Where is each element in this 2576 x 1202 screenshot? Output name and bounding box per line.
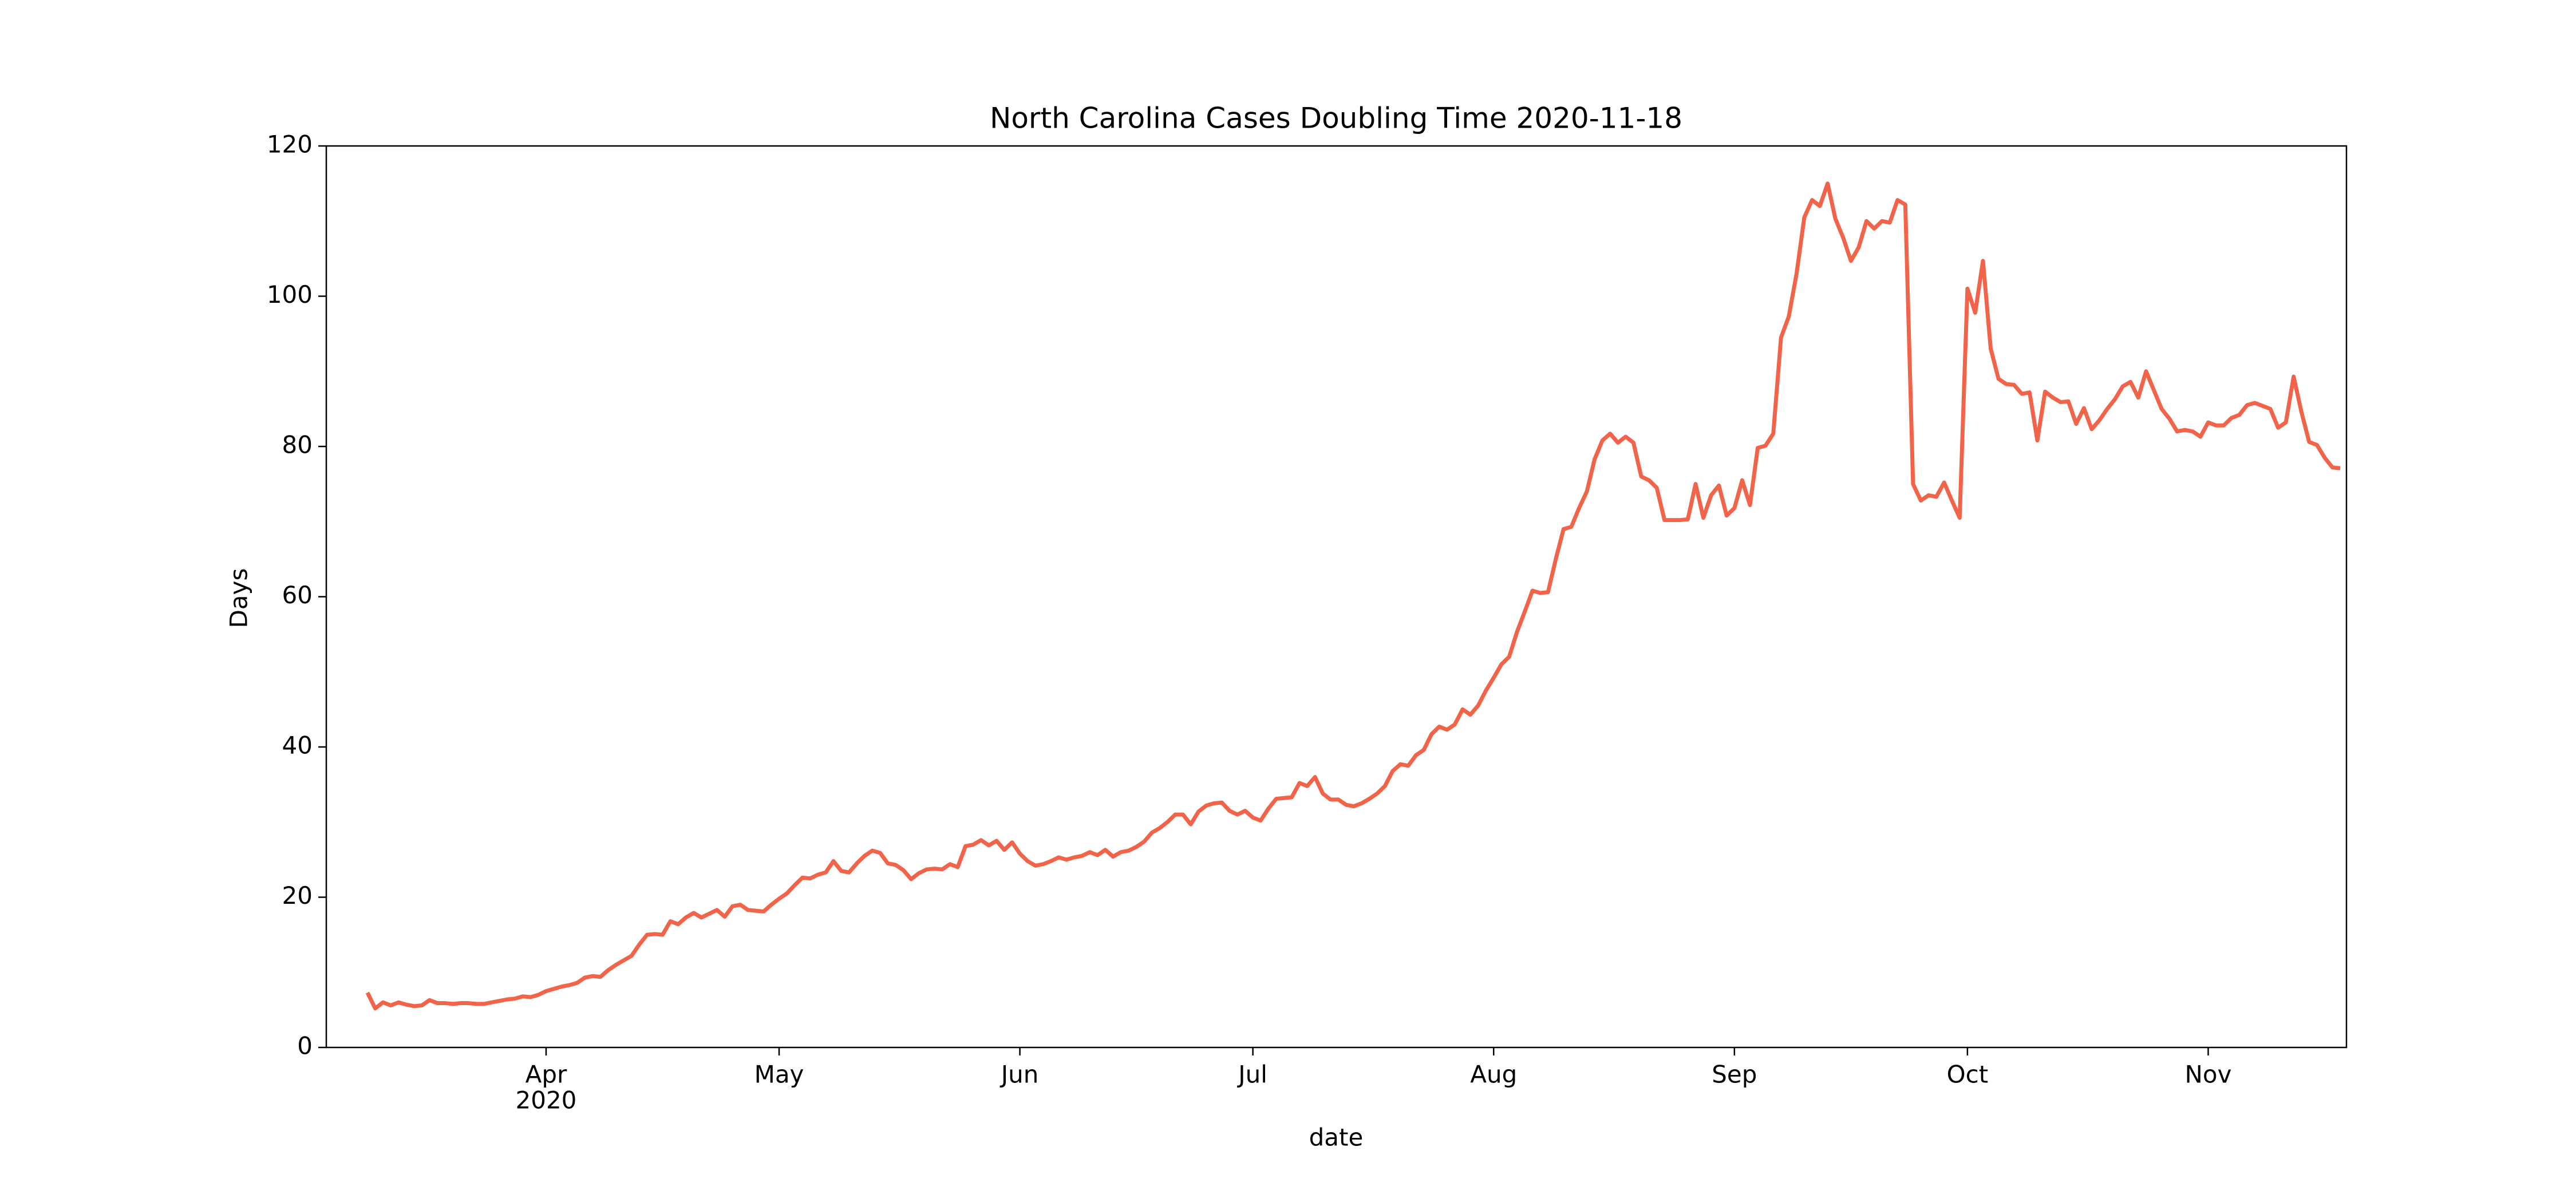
y-tick-label: 40 xyxy=(282,732,313,760)
x-tick-label: Jun xyxy=(999,1061,1039,1089)
y-tick-label: 80 xyxy=(282,431,313,459)
x-tick-year-label: 2020 xyxy=(516,1086,577,1114)
y-tick-label: 60 xyxy=(282,581,313,609)
plot-frame xyxy=(325,145,2348,1049)
x-tick-label: Oct xyxy=(1947,1061,1989,1089)
data-line xyxy=(365,181,2341,1011)
y-tick-label: 0 xyxy=(297,1032,313,1060)
x-tick-label: Aug xyxy=(1470,1061,1517,1089)
y-tick-label: 120 xyxy=(267,131,313,159)
y-tick-label: 20 xyxy=(282,881,313,910)
y-tick-label: 100 xyxy=(267,280,313,309)
x-tick-label: Nov xyxy=(2185,1061,2232,1089)
x-tick-label: Apr xyxy=(526,1061,567,1089)
y-axis-label: Days xyxy=(225,568,253,628)
x-tick-label: May xyxy=(754,1061,804,1089)
chart-title: North Carolina Cases Doubling Time 2020-… xyxy=(990,102,1682,135)
x-tick-label: Sep xyxy=(1712,1061,1757,1089)
x-axis-label: date xyxy=(1309,1124,1364,1152)
x-tick-label: Jul xyxy=(1236,1061,1267,1089)
